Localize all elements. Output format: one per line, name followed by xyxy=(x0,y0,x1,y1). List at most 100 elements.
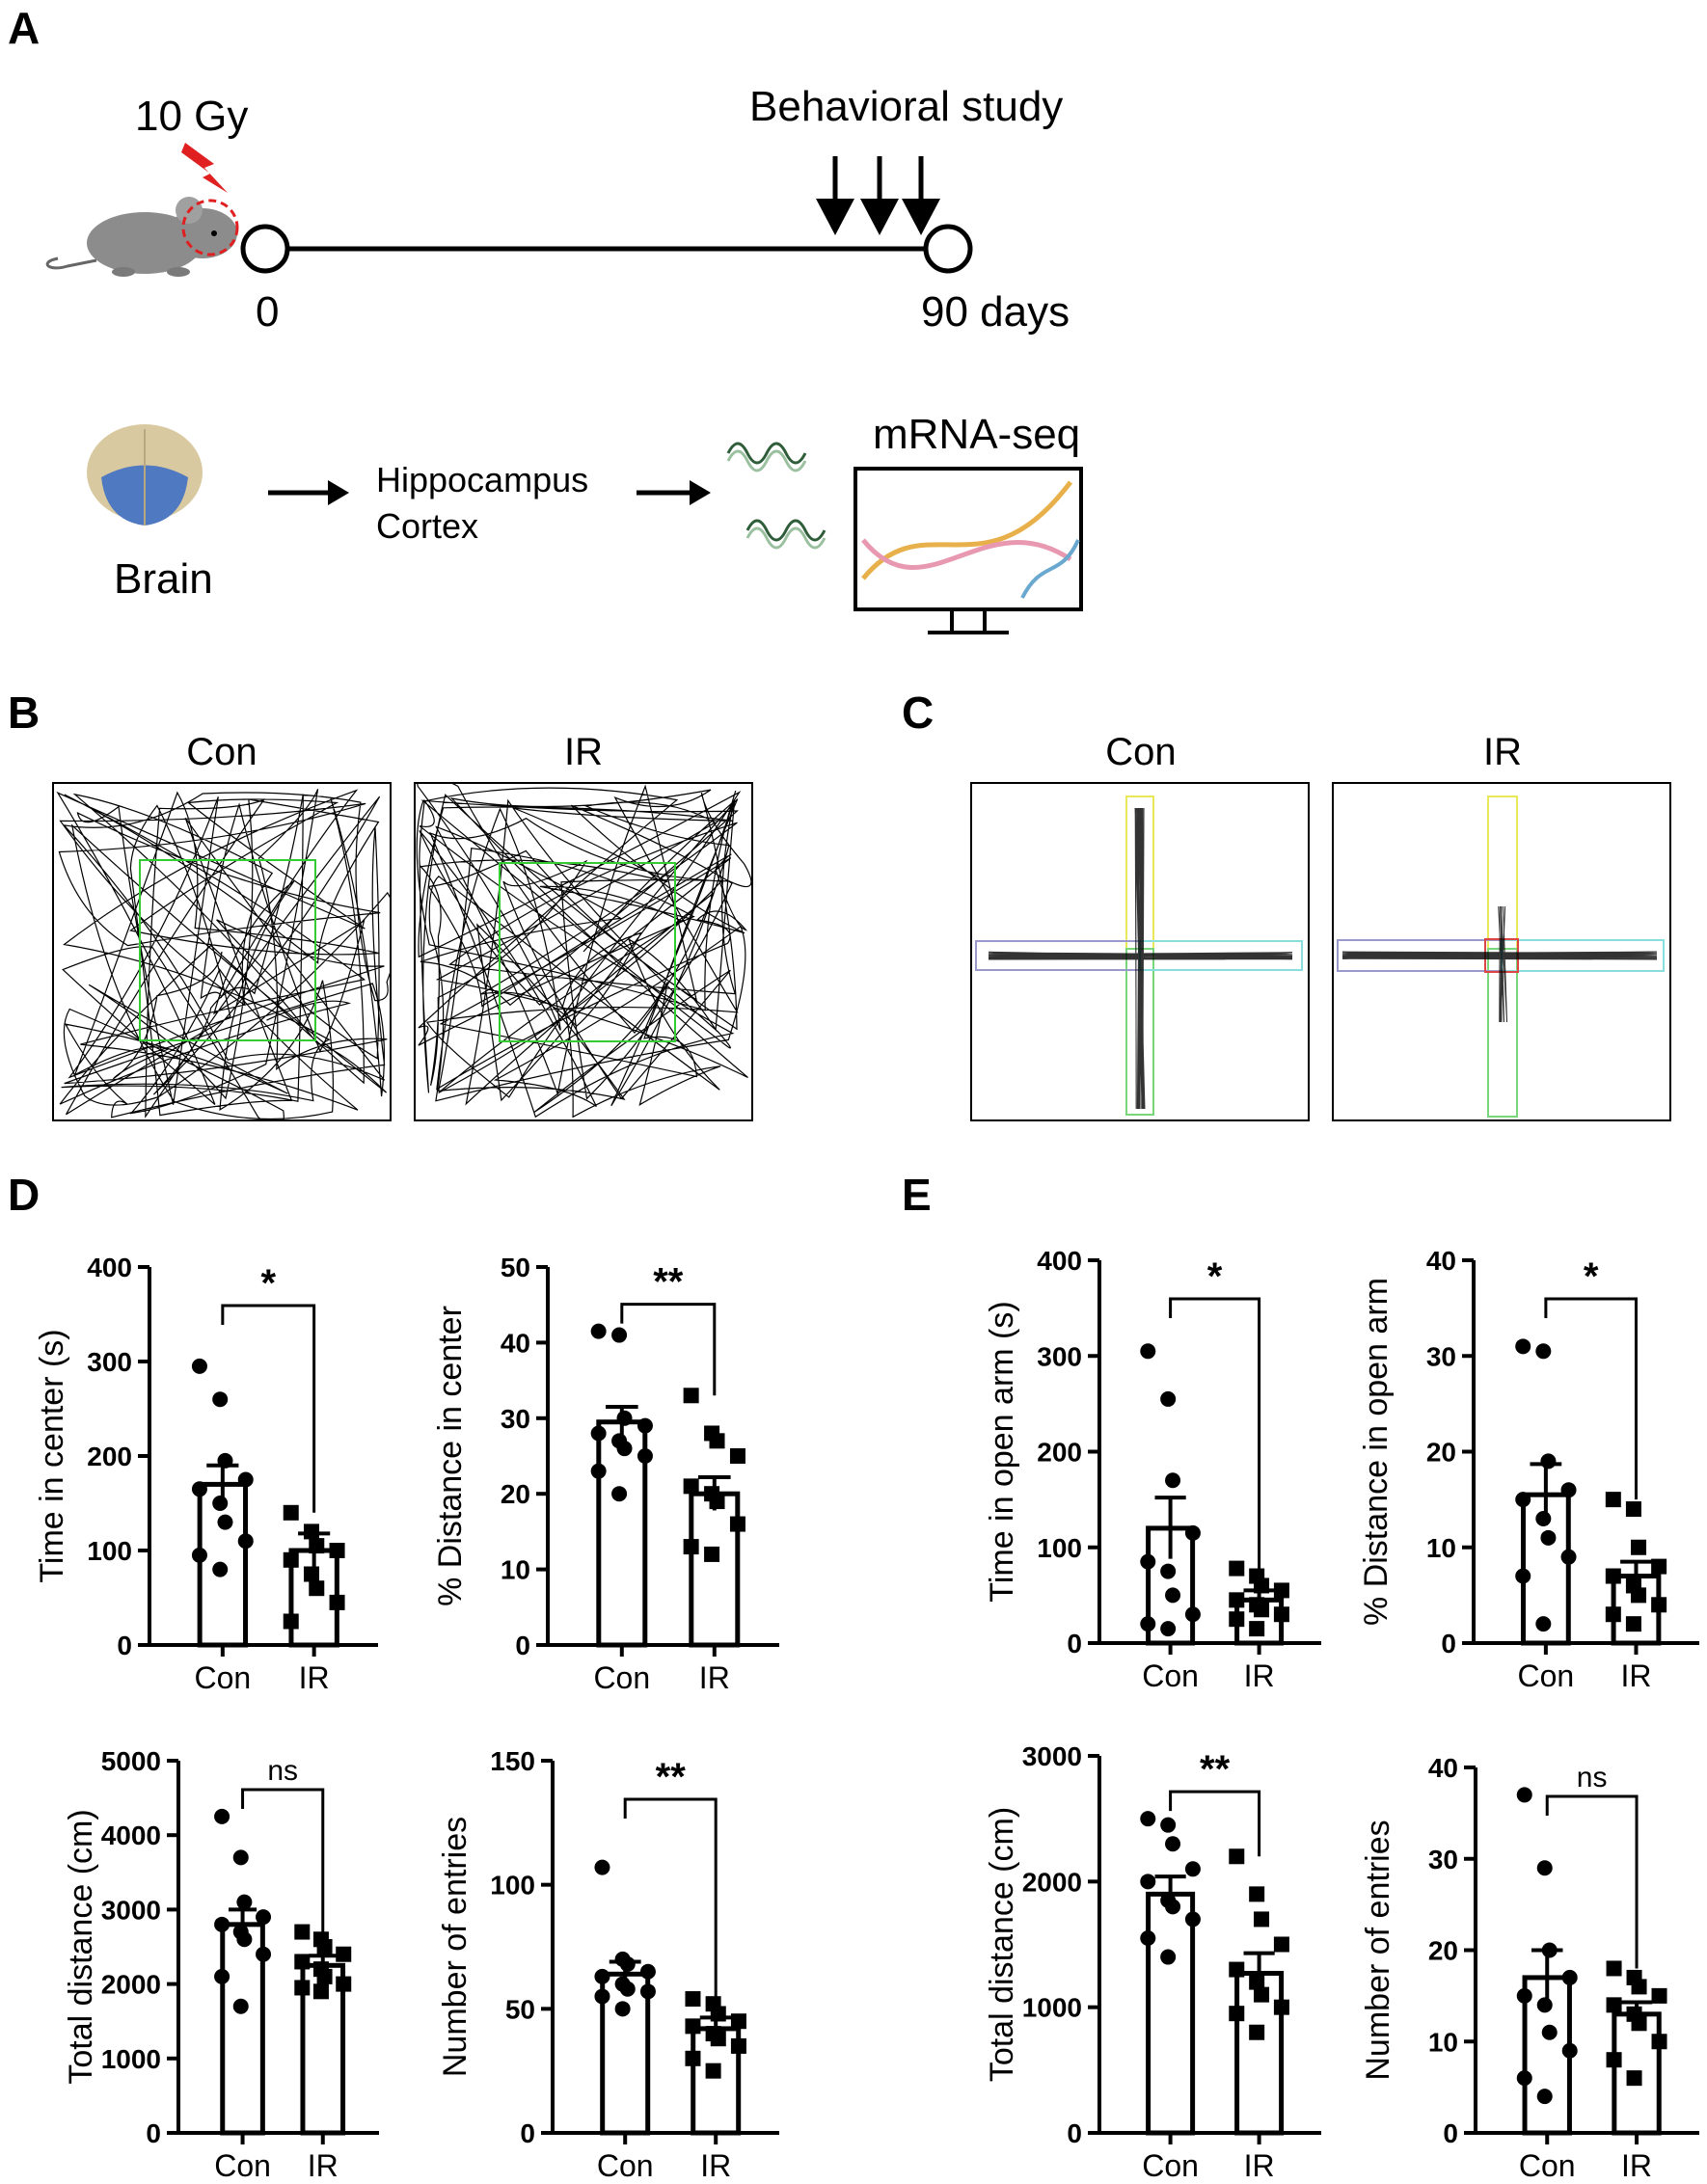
data-point xyxy=(1605,1568,1621,1584)
data-point xyxy=(1625,1616,1641,1632)
panel-c-ir-label: IR xyxy=(1483,731,1522,773)
data-point xyxy=(1515,1492,1531,1508)
significance-bracket xyxy=(1544,1297,1638,1500)
panel-label-c: C xyxy=(902,688,934,738)
y-tick-label: 150 xyxy=(490,1746,535,1776)
data-point xyxy=(637,1448,653,1464)
chart-e1: 0 100 200 300 400 Time in open arm (s) Con IR * xyxy=(984,1246,1321,1693)
maze-track-path xyxy=(988,807,1293,1110)
data-point xyxy=(616,1410,633,1426)
data-point xyxy=(1541,2024,1558,2040)
y-tick-label: 2000 xyxy=(1022,1867,1082,1897)
x-tick-label: IR xyxy=(699,1660,730,1695)
data-point xyxy=(1516,2070,1532,2087)
data-point xyxy=(1184,1861,1201,1877)
maze-track-ir xyxy=(1341,905,1658,1023)
y-tick-label: 0 xyxy=(520,2118,535,2148)
y-axis-label: % Distance in center xyxy=(432,1306,469,1606)
x-tick-label: IR xyxy=(700,2148,731,2179)
data-point xyxy=(294,1980,311,1996)
data-point xyxy=(729,1516,745,1532)
data-point xyxy=(619,1956,636,1973)
data-point xyxy=(1560,1549,1577,1565)
data-point xyxy=(1515,1338,1531,1355)
significance-label: * xyxy=(260,1262,276,1305)
significance-label: ns xyxy=(1577,1762,1608,1793)
y-tick-label: 0 xyxy=(1443,2118,1458,2148)
data-point xyxy=(316,1939,333,1955)
irradiation-target-circle xyxy=(181,199,239,256)
x-tick-label: IR xyxy=(1621,2148,1652,2179)
significance-bracket xyxy=(623,1797,718,2000)
data-point xyxy=(214,1808,230,1824)
dose-label: 10 Gy xyxy=(135,93,248,140)
data-point xyxy=(1184,1911,1201,1928)
x-tick-label: IR xyxy=(1620,1658,1651,1693)
panel-b-ir-label: IR xyxy=(564,731,603,773)
significance-bracket xyxy=(620,1303,717,1396)
data-point xyxy=(1184,1524,1201,1541)
x-tick-label: Con xyxy=(1518,1658,1575,1693)
y-tick-label: 100 xyxy=(87,1536,132,1566)
data-point xyxy=(1606,1997,1622,2013)
data-point xyxy=(1229,1961,1245,1978)
panel-a-timeline: 10 Gy 0 90 days Behavioral study xyxy=(45,83,1083,634)
data-point xyxy=(1254,1602,1270,1618)
behavioral-study-label: Behavioral study xyxy=(749,83,1063,130)
data-point xyxy=(1540,1529,1557,1546)
y-axis-label: Time in center (s) xyxy=(34,1329,70,1582)
data-point xyxy=(639,1963,656,1980)
significance-bracket xyxy=(221,1304,316,1513)
data-point xyxy=(1160,1621,1177,1637)
data-point xyxy=(212,1496,229,1511)
data-point xyxy=(191,1547,207,1563)
data-point xyxy=(304,1566,320,1582)
data-point xyxy=(294,1924,311,1940)
significance-bracket xyxy=(1169,1790,1261,1857)
data-point xyxy=(1229,1848,1245,1865)
chart-e2: 0 10 20 30 40 % Distance in open arm Con IR * xyxy=(1358,1246,1699,1693)
data-point xyxy=(710,2006,726,2022)
data-point xyxy=(1516,1787,1532,1803)
data-point xyxy=(1561,2042,1578,2059)
significance-label: ** xyxy=(1200,1748,1231,1791)
track-path xyxy=(416,783,752,1119)
bar-ir xyxy=(300,1962,346,2136)
data-point xyxy=(1160,1949,1177,1965)
y-tick-label: 200 xyxy=(87,1442,132,1471)
x-tick-label: Con xyxy=(194,1660,251,1695)
day-end-label: 90 days xyxy=(921,288,1070,336)
center-zone-con xyxy=(139,859,316,1041)
y-tick-label: 0 xyxy=(117,1631,132,1660)
data-point xyxy=(294,1954,311,1970)
data-point xyxy=(1229,2006,1245,2022)
data-point xyxy=(1254,1986,1270,2003)
data-point xyxy=(1140,1874,1156,1890)
data-point xyxy=(1160,1817,1177,1833)
data-point xyxy=(709,1494,725,1510)
y-tick-label: 400 xyxy=(87,1253,132,1282)
data-point xyxy=(212,1561,229,1577)
y-tick-label: 1000 xyxy=(101,2044,161,2074)
data-point xyxy=(709,1433,725,1449)
data-point xyxy=(1165,1472,1181,1489)
data-point xyxy=(1229,1611,1245,1628)
panel-label-d: D xyxy=(8,1170,40,1220)
panel-label-a: A xyxy=(8,3,40,53)
chart-d1: 0 100 200 300 400 Time in center (s) Con IR * xyxy=(34,1253,378,1695)
y-axis-label: Number of entries xyxy=(1360,1820,1396,2080)
y-tick-label: 300 xyxy=(87,1347,132,1377)
data-point xyxy=(329,1543,345,1558)
data-point xyxy=(1561,1969,1578,1985)
data-point xyxy=(730,2037,746,2054)
data-point xyxy=(1651,1987,1667,2004)
x-tick-label: IR xyxy=(299,1660,330,1695)
arrow-down-icons xyxy=(816,156,940,235)
significance-bracket xyxy=(1545,1794,1639,1969)
y-tick-label: 100 xyxy=(1037,1533,1082,1563)
panel-c-plus-maze: Con IR xyxy=(970,731,1671,1121)
data-point xyxy=(683,1388,699,1404)
data-point xyxy=(1651,1597,1667,1613)
